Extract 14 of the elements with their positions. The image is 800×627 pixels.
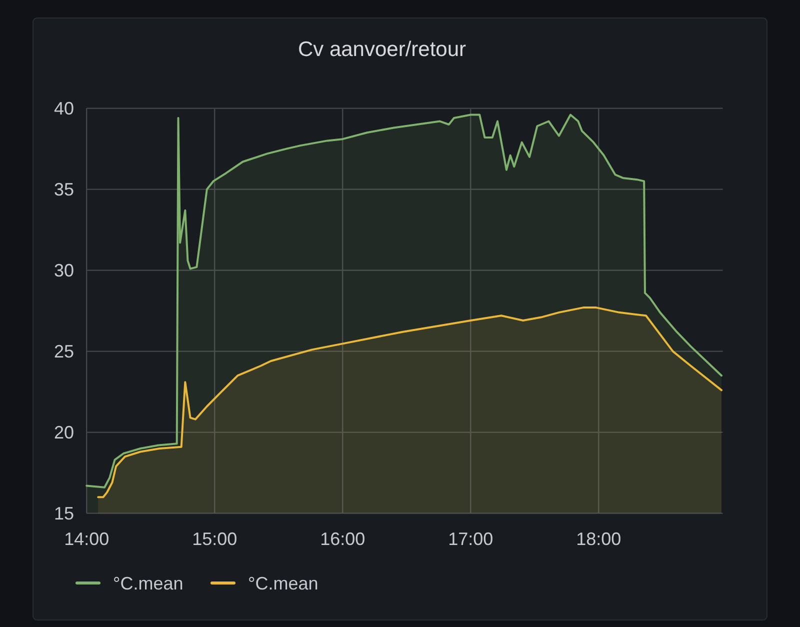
y-tick-label: 35 [54, 180, 74, 200]
x-tick-label: 14:00 [64, 529, 110, 549]
legend-label: °C.mean [113, 573, 184, 594]
y-tick-label: 40 [54, 98, 74, 119]
y-tick-label: 30 [54, 260, 74, 281]
y-tick-label: 15 [54, 504, 74, 524]
x-tick-label: 16:00 [320, 529, 366, 549]
y-tick-label: 20 [54, 422, 74, 443]
legend-label: °C.mean [248, 573, 318, 594]
y-tick-label: 25 [54, 342, 74, 362]
x-tick-label: 15:00 [192, 529, 238, 549]
chart-title: Cv aanvoer/retour [298, 38, 466, 61]
x-tick-label: 17:00 [448, 529, 494, 549]
x-tick-label: 18:00 [576, 529, 622, 549]
